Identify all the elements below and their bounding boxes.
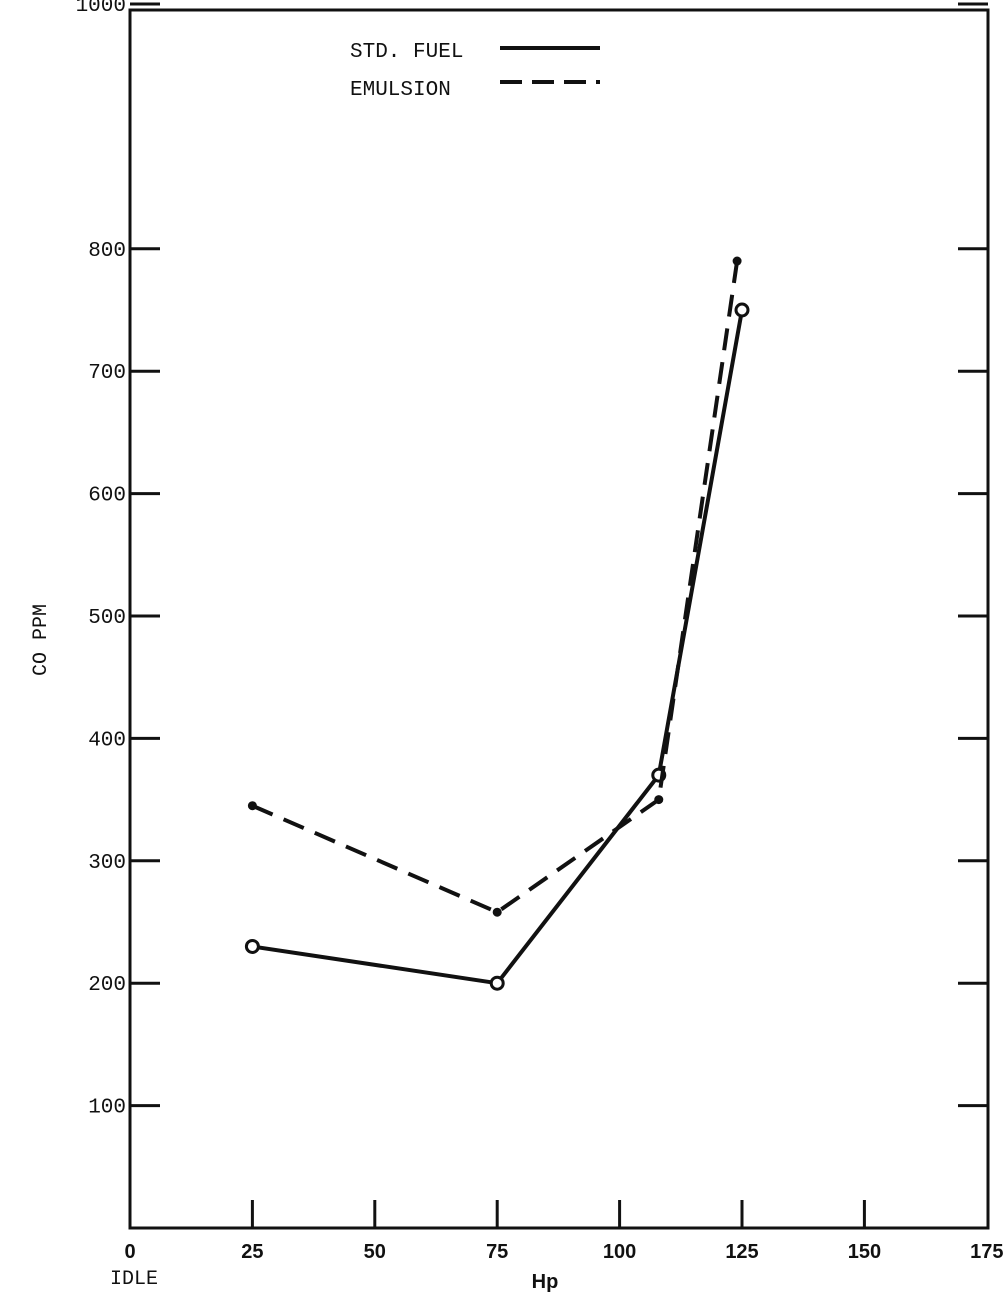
y-tick-label-400: 400 [88, 729, 126, 752]
legend-label-emulsion: EMULSION [350, 79, 451, 102]
x-tick-label-125: 125 [725, 1241, 758, 1263]
point-emulsion-1 [492, 907, 502, 917]
point-emulsion-2 [654, 795, 664, 805]
y-tick-label-600: 600 [88, 485, 126, 508]
y-tick-label-100: 100 [88, 1097, 126, 1120]
y-axis-ticks: 100 200 300 400 500 600 700 800 1000 [76, 0, 988, 1120]
x-axis-title: Hp [532, 1271, 559, 1293]
series-line-emulsion [251, 260, 740, 915]
series-line-std-fuel [252, 309, 744, 986]
x-tick-label-50: 50 [364, 1241, 386, 1263]
x-tick-label-0: 0 [124, 1241, 135, 1263]
y-tick-label-200: 200 [88, 974, 126, 997]
y-axis-title: CO PPM [30, 604, 53, 676]
x-tick-label-175: 175 [970, 1241, 1003, 1263]
point-std-fuel-1 [489, 975, 505, 991]
x-idle-label: IDLE [110, 1268, 158, 1291]
x-tick-label-150: 150 [848, 1241, 881, 1263]
legend: STD. FUEL EMULSION [350, 41, 600, 102]
y-tick-label-800: 800 [88, 240, 126, 263]
legend-label-std-fuel: STD. FUEL [350, 41, 463, 64]
y-tick-label-500: 500 [88, 607, 126, 630]
point-emulsion-3 [732, 256, 742, 266]
point-emulsion-0 [247, 801, 257, 811]
x-tick-label-100: 100 [603, 1241, 636, 1263]
point-std-fuel-0 [244, 938, 260, 954]
y-tick-label-700: 700 [88, 362, 126, 385]
point-std-fuel-3 [734, 302, 750, 318]
series-layer [244, 256, 750, 991]
plot-frame [128, 8, 990, 1230]
x-tick-label-25: 25 [241, 1241, 263, 1263]
y-tick-label-300: 300 [88, 852, 126, 875]
y-tick-label-1000: 1000 [76, 0, 126, 18]
x-tick-label-75: 75 [486, 1241, 508, 1263]
x-axis-ticks: 0 25 50 75 100 125 150 175 [124, 1200, 1003, 1263]
